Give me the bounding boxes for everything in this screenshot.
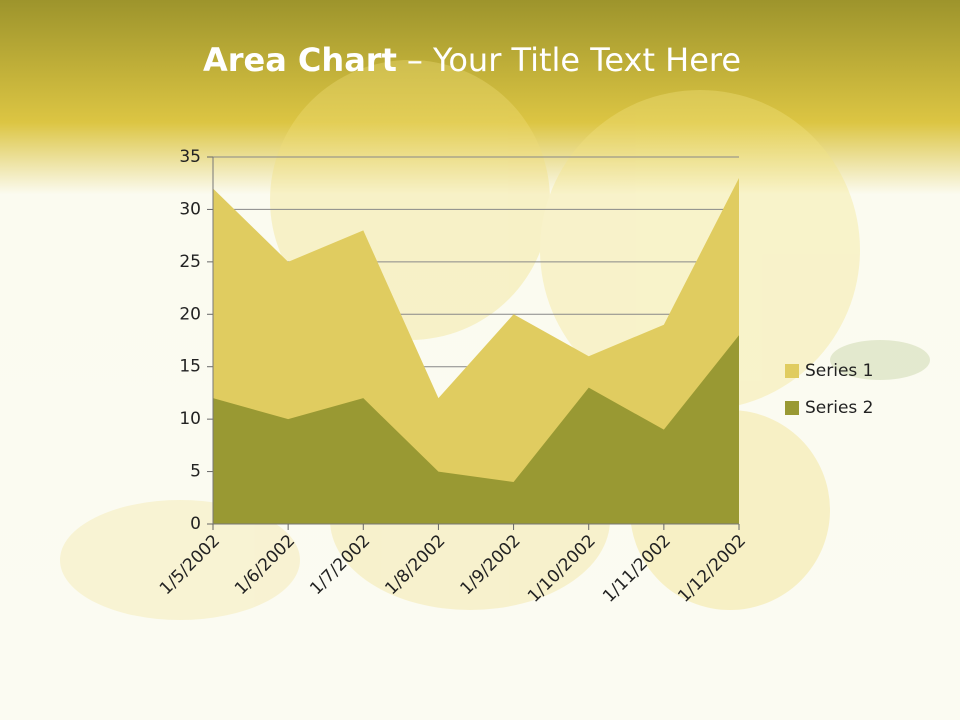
area: [213, 335, 739, 524]
title-rest: – Your Title Text Here: [407, 41, 741, 79]
legend-label: Series 2: [805, 398, 874, 418]
y-tick-label: 0: [190, 514, 201, 534]
y-tick-label: 35: [179, 147, 201, 167]
legend-label: Series 1: [805, 361, 874, 381]
y-tick-label: 15: [179, 357, 201, 377]
slide-title: Area Chart – Your Title Text Here: [203, 41, 741, 79]
y-tick-label: 20: [179, 304, 201, 324]
y-tick-label: 5: [190, 462, 201, 482]
title-bold: Area Chart: [203, 41, 397, 79]
y-tick-label: 30: [179, 199, 201, 219]
y-tick-label: 25: [179, 252, 201, 272]
legend-swatch: [785, 401, 799, 415]
y-tick-label: 10: [179, 409, 201, 429]
legend-swatch: [785, 364, 799, 378]
